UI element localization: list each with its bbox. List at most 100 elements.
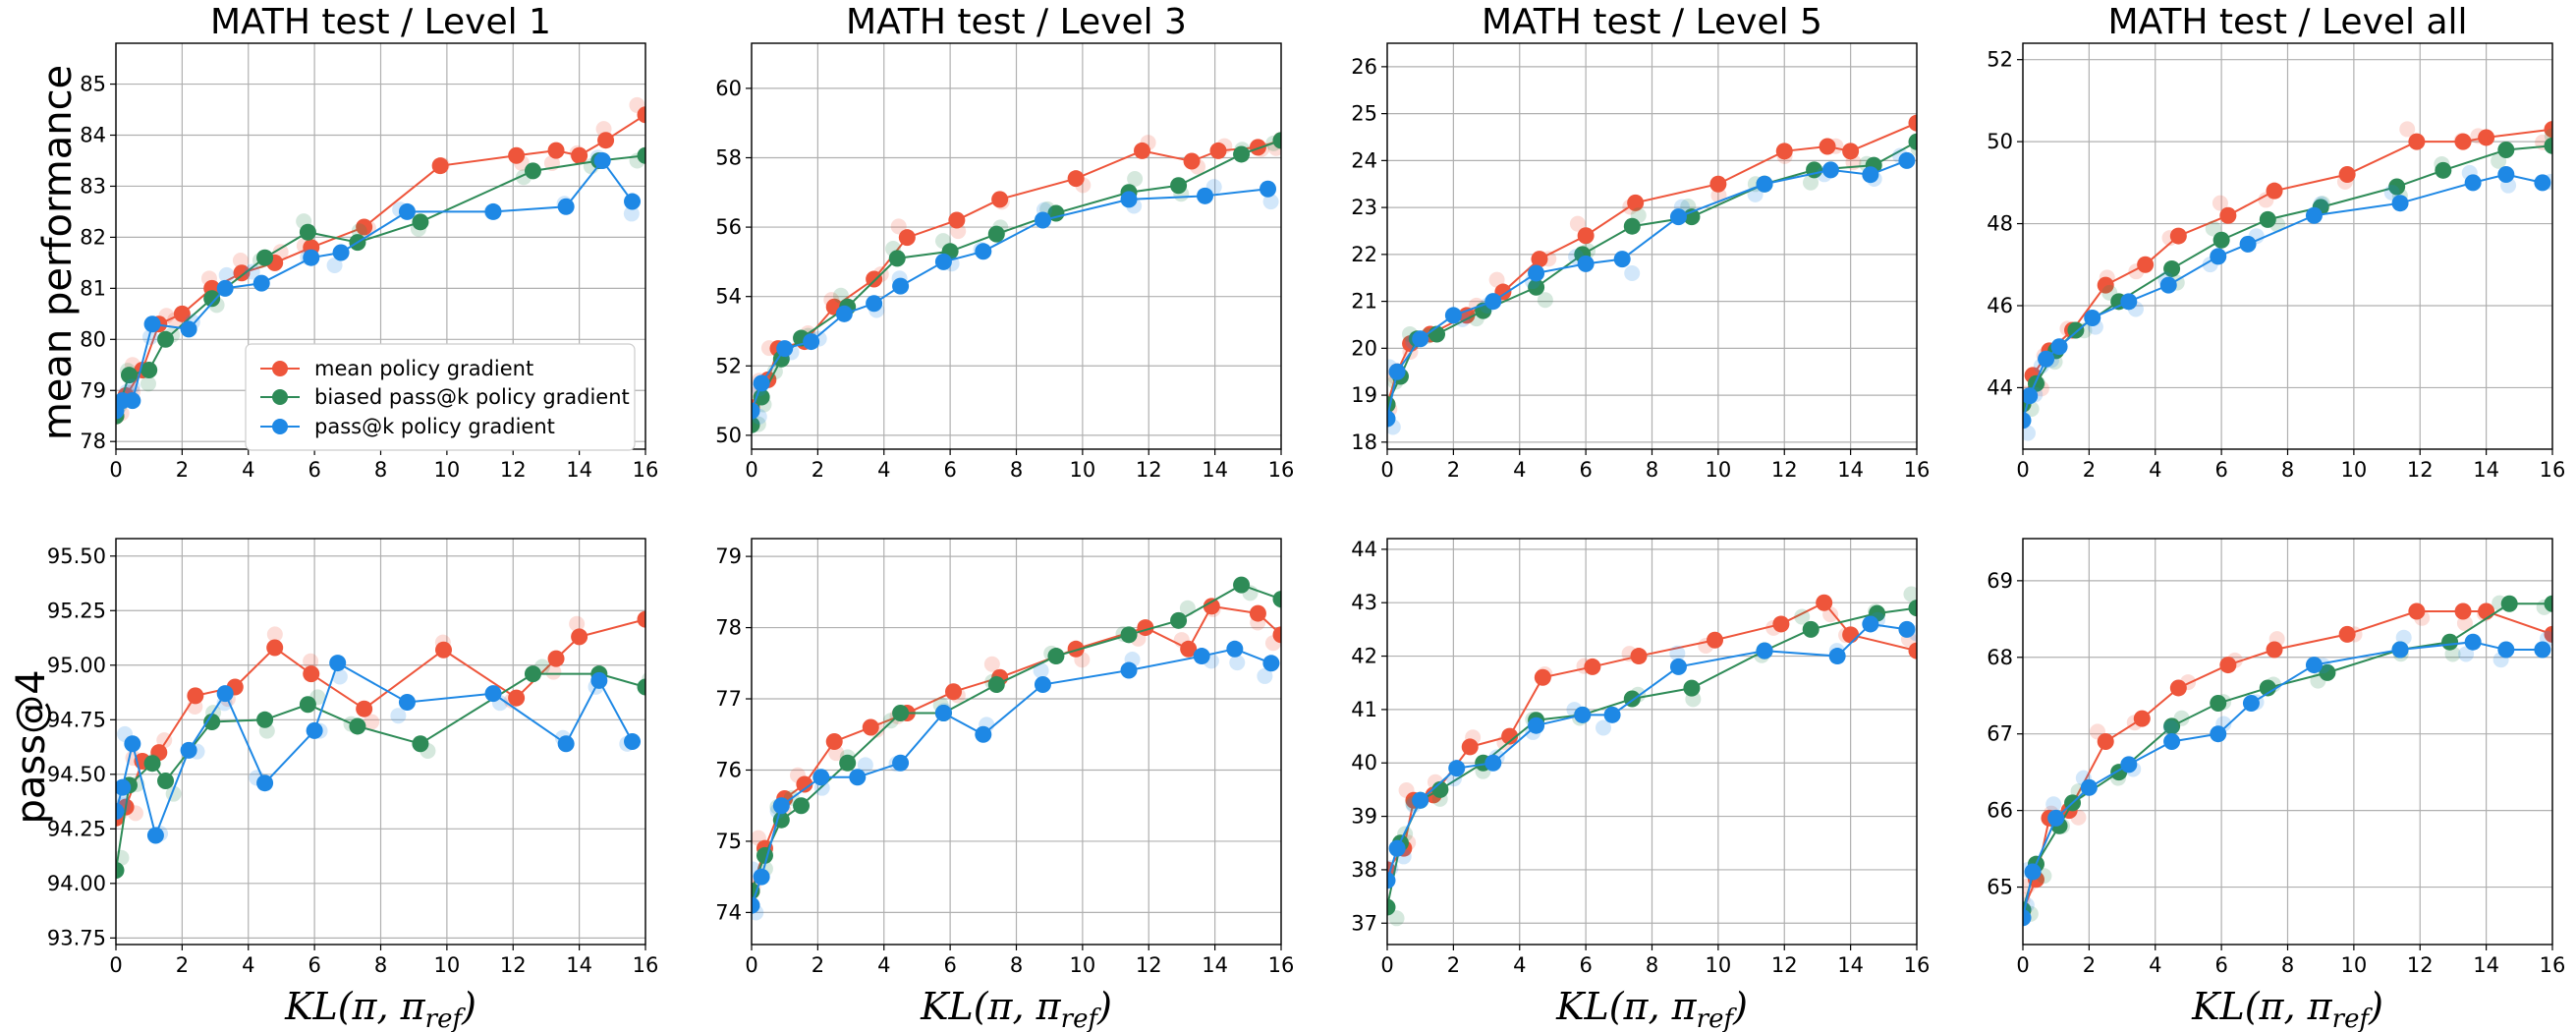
x-tick-label: 6 [2214,458,2227,482]
scatter-point-passk [1669,645,1686,661]
data-point-mean [508,689,526,707]
data-point-mean [1209,142,1227,159]
x-tick-label: 8 [374,953,387,977]
data-point-mean [1772,615,1790,633]
x-tick-label: 10 [434,458,461,482]
plot-area [116,603,661,880]
x-tick-label: 10 [1070,458,1096,482]
x-tick-label: 4 [877,953,890,977]
data-point-passk [1821,161,1839,179]
y-tick-label: 37 [1351,911,1377,935]
data-point-mean [2408,133,2426,150]
x-tick-label: 2 [1447,953,1460,977]
x-tick-label: 0 [2016,953,2029,977]
y-tick-label: 77 [715,687,742,711]
scatter-point-mean [2554,627,2570,643]
plot-area [752,132,1281,433]
y-tick-label: 43 [1351,591,1377,614]
y-tick-label: 52 [715,354,742,377]
x-tick-label: 8 [374,458,387,482]
scatter-point-mean [645,603,661,619]
data-point-mean [547,142,565,159]
data-point-biased [1272,591,1281,608]
scatter-point-passk [1229,655,1246,671]
data-point-mean [2133,710,2151,727]
x-tick-label: 16 [1268,458,1295,482]
x-tick-label: 16 [1904,953,1931,977]
scatter-point-biased [140,375,156,392]
data-point-biased [1047,648,1065,665]
data-point-passk [1862,166,1879,184]
data-point-passk [772,797,790,815]
data-point-passk [1120,191,1138,208]
data-point-mean [2097,733,2114,750]
data-point-mean [1627,194,1645,211]
data-point-passk [256,774,274,792]
data-point-passk [1528,264,1545,282]
x-tick-label: 4 [2149,953,2161,977]
x-tick-label: 16 [633,953,659,977]
y-tick-label: 95.50 [47,545,106,568]
data-point-biased [2544,137,2552,154]
x-tick-label: 14 [2473,458,2499,482]
scatter-point-biased [1537,292,1553,309]
scatter-point-passk [1257,667,1273,684]
data-point-passk [1828,648,1846,665]
data-point-biased [140,361,158,378]
y-tick-label: 56 [715,215,742,239]
data-point-biased [524,162,541,180]
series-passk-scatter [752,652,1273,921]
x-tick-label: 12 [1771,953,1798,977]
data-point-mean [2266,641,2283,659]
data-point-biased [892,705,910,722]
x-tick-label: 10 [434,953,461,977]
series-passk-scatter [2023,164,2552,441]
data-point-passk [2210,725,2227,743]
x-tick-label: 2 [812,458,824,482]
x-tick-label: 2 [2083,458,2096,482]
data-point-mean [547,650,565,667]
x-tick-label: 4 [1513,953,1526,977]
data-point-mean [233,264,251,282]
data-point-passk [1669,208,1687,226]
x-tick-label: 14 [1202,953,1228,977]
scatter-point-passk [218,266,235,283]
data-point-mean [862,718,879,736]
data-point-passk [1388,363,1406,380]
data-point-passk [2080,778,2098,796]
series-passk-scatter [2023,629,2552,913]
x-tick-label: 8 [1646,953,1658,977]
x-tick-label: 4 [2149,458,2161,482]
scatter-point-passk [2045,796,2062,813]
data-point-mean [1203,598,1220,615]
data-point-passk [306,721,323,739]
plot-area [2023,121,2552,441]
panel-2: 0 2 4 6 8 10 12 14 16 50 52 54 56 58 60 MATH test / Lev… [715,2,1294,482]
y-tick-label: 44 [1351,538,1377,561]
scatter-point-mean [1488,271,1505,288]
x-tick-label: 14 [1837,458,1864,482]
data-point-mean [1067,170,1085,188]
y-tick-label: 79 [80,378,106,402]
legend: mean policy gradient biased pass@k polic… [245,343,636,451]
y-tick-label: 50 [715,424,742,447]
legend-label-mean: mean policy gradient [314,357,533,380]
data-point-mean [2338,165,2356,183]
data-point-mean [2478,602,2495,620]
x-tick-label: 2 [1447,458,1460,482]
plot-area [752,576,1281,921]
data-point-passk [252,274,270,292]
data-point-mean [637,106,645,124]
data-point-mean [2338,625,2356,643]
y-tick-label: 50 [1987,130,2013,153]
data-point-passk [1120,661,1138,679]
data-point-passk [329,655,347,672]
data-point-biased [2259,679,2276,697]
y-tick-label: 69 [1987,569,2013,593]
scatter-point-mean [545,663,562,680]
data-point-passk [803,333,820,351]
data-point-passk [216,685,234,703]
y-tick-label: 38 [1351,858,1377,882]
data-point-passk [2305,206,2323,224]
data-point-mean [571,146,588,164]
